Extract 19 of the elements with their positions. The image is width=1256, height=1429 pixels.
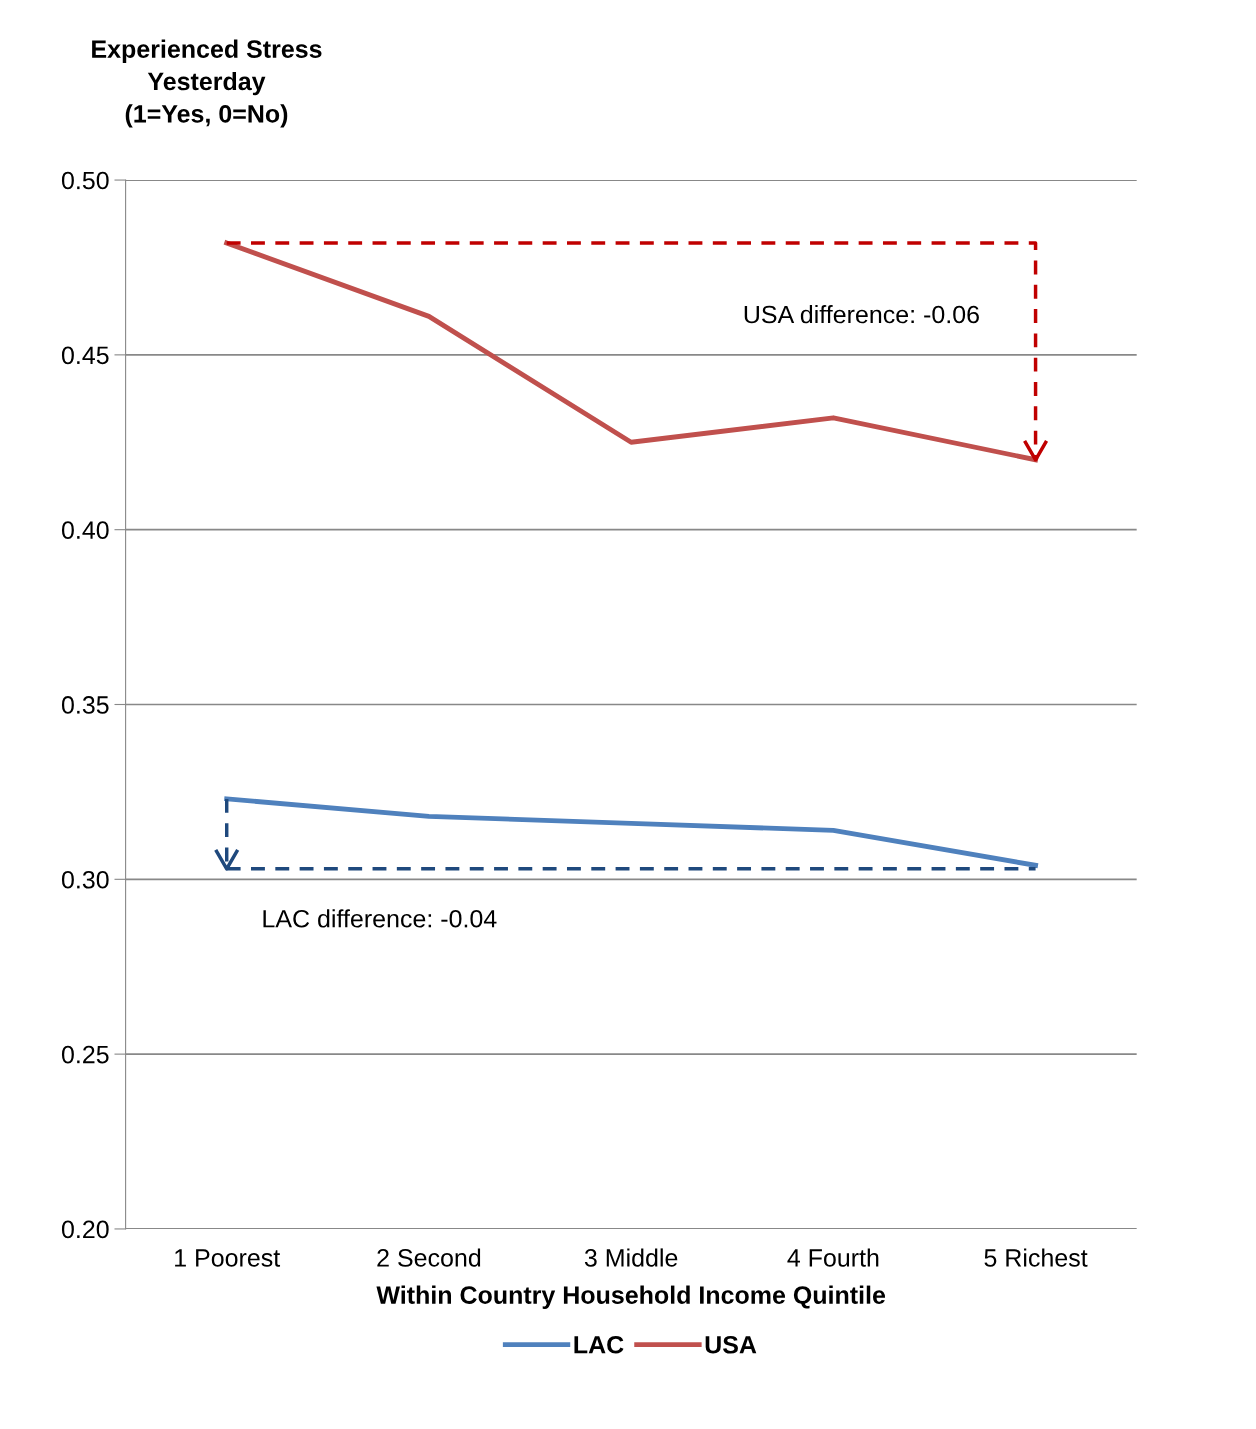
y-tick-label: 0.40 (61, 521, 109, 539)
y-axis-title: Experienced Stress Yesterday (1=Yes, 0=No) (92, 39, 322, 128)
legend-label: USA (705, 1335, 757, 1354)
x-tick-label: 5 Richest (984, 1248, 1088, 1267)
annotation: USA difference: -0.06 (744, 305, 979, 324)
y-tick-label: 0.35 (61, 696, 109, 714)
x-tick-label: 1 Poorest (175, 1249, 281, 1267)
x-tick-label: 2 Second (377, 1248, 481, 1267)
y-tick-label: 0.50 (61, 171, 109, 190)
y-tick-label: 0.30 (61, 870, 109, 889)
x-tick-label: 4 Fourth (787, 1248, 879, 1267)
x-axis-title: Within Country Household Income Quintile (376, 1285, 886, 1309)
x-tick-label: 3 Middle (584, 1248, 678, 1267)
y-tick-label: 0.25 (61, 1045, 109, 1064)
annotation: LAC difference: -0.04 (263, 909, 497, 928)
y-tick-label: 0.20 (61, 1220, 109, 1239)
y-tick-label: 0.45 (61, 346, 109, 365)
line-series (224, 796, 1038, 868)
legend-label: LAC (574, 1335, 624, 1354)
